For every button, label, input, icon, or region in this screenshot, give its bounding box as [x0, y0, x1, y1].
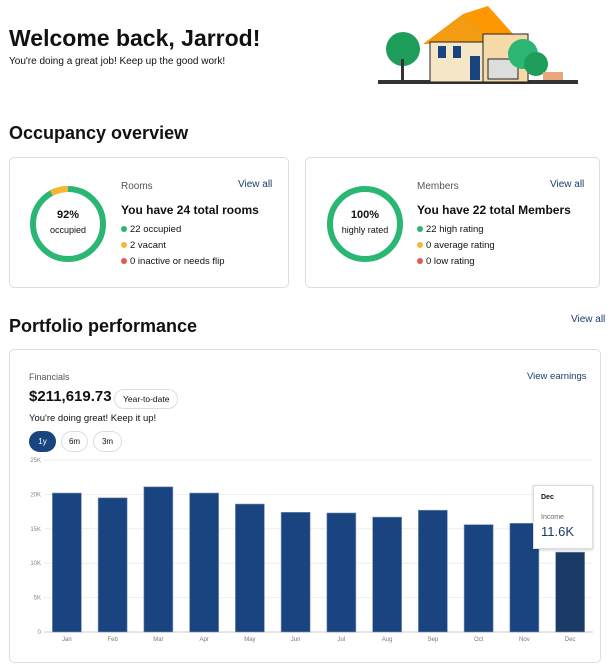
x-tick-label: Jan — [62, 637, 72, 643]
y-tick-label: 15K — [30, 527, 41, 533]
page-title: Welcome back, Jarrod! — [9, 25, 261, 51]
members-view-all[interactable]: View all — [550, 179, 585, 190]
legend-text: 2 vacant — [130, 239, 166, 251]
rooms-donut: 92% occupied — [28, 184, 108, 264]
y-tick-label: 5K — [34, 596, 41, 602]
bar-jun — [280, 511, 311, 633]
bar-feb — [97, 497, 128, 633]
members-percent-label: highly rated — [341, 225, 389, 235]
portfolio-title: Portfolio performance — [9, 316, 198, 336]
year-to-date-badge: Year-to-date — [114, 389, 179, 409]
x-tick-label: May — [244, 637, 255, 643]
tooltip-month: Dec — [541, 494, 554, 501]
legend-average: 0 average rating — [417, 237, 495, 253]
rooms-percent-label: occupied — [49, 225, 87, 235]
green-dot-icon — [121, 226, 127, 232]
x-tick-label: Apr — [199, 637, 208, 643]
x-tick-label: Aug — [382, 637, 393, 643]
y-tick-label: 0 — [38, 630, 42, 636]
x-tick-label: Sep — [428, 637, 439, 643]
members-headline: You have 22 total Members — [417, 203, 571, 217]
chart-tooltip: Dec Income 11.6K — [533, 485, 593, 549]
x-tick-label: Jul — [338, 637, 346, 643]
legend-text: 22 occupied — [130, 223, 182, 235]
rooms-label: Rooms — [121, 181, 153, 192]
legend-text: 0 inactive or needs flip — [130, 255, 225, 267]
portfolio-view-all[interactable]: View all — [571, 314, 606, 325]
financials-label: Financials — [29, 372, 70, 382]
page-subtitle: You're doing a great job! Keep up the go… — [9, 56, 226, 67]
range-3m-button[interactable]: 3m — [93, 431, 122, 452]
legend-high: 22 high rating — [417, 221, 495, 237]
members-percent: 100% — [350, 209, 380, 221]
bar-jul — [326, 512, 357, 633]
legend-text: 0 low rating — [426, 255, 475, 267]
rooms-card: 92% occupied Rooms View all You have 24 … — [9, 157, 289, 288]
income-bar-chart: 0 5K 10K 15K 20K 25K Jan Feb Mar Apr May Jun Jul Aug S… — [30, 458, 593, 643]
financials-amount: $211,619.73 — [29, 388, 112, 405]
x-tick-label: Jun — [291, 637, 301, 643]
occupancy-title: Occupancy overview — [9, 123, 189, 143]
legend-inactive: 0 inactive or needs flip — [121, 253, 225, 269]
bar-sep — [418, 509, 448, 633]
legend-vacant: 2 vacant — [121, 237, 225, 253]
x-tick-label: Nov — [519, 637, 530, 643]
x-tick-label: Dec — [565, 637, 576, 643]
house-illustration — [378, 6, 578, 84]
rooms-headline: You have 24 total rooms — [121, 203, 259, 217]
bar-jan — [52, 492, 82, 633]
legend-low: 0 low rating — [417, 253, 495, 269]
tooltip-label: Income — [541, 514, 564, 521]
members-card: 100% highly rated Members View all You h… — [305, 157, 600, 288]
red-dot-icon — [417, 258, 423, 264]
x-tick-label: Oct — [474, 637, 484, 643]
rooms-percent: 92% — [56, 209, 80, 221]
financials-message: You're doing great! Keep it up! — [29, 413, 157, 424]
x-tick-label: Feb — [107, 637, 118, 643]
bar-oct — [463, 524, 494, 633]
range-6m-button[interactable]: 6m — [61, 431, 88, 452]
members-donut: 100% highly rated — [325, 184, 405, 264]
y-tick-label: 25K — [30, 458, 41, 464]
rooms-view-all[interactable]: View all — [238, 179, 273, 190]
bar-dec — [555, 551, 585, 633]
legend-occupied: 22 occupied — [121, 221, 225, 237]
yellow-dot-icon — [121, 242, 127, 248]
bar-may — [235, 503, 265, 633]
yellow-dot-icon — [417, 242, 423, 248]
y-tick-label: 20K — [30, 492, 41, 498]
bar-aug — [372, 516, 402, 633]
green-dot-icon — [417, 226, 423, 232]
bar-nov — [509, 522, 540, 633]
tooltip-value: 11.6K — [541, 524, 575, 539]
range-1y-button[interactable]: 1y — [29, 431, 56, 452]
bar-mar — [143, 486, 174, 633]
y-tick-label: 10K — [30, 561, 41, 567]
legend-text: 0 average rating — [426, 239, 495, 251]
bar-apr — [189, 492, 219, 633]
x-tick-label: Mar — [153, 637, 163, 643]
view-earnings-link[interactable]: View earnings — [527, 371, 587, 382]
legend-text: 22 high rating — [426, 223, 484, 235]
red-dot-icon — [121, 258, 127, 264]
members-label: Members — [417, 181, 459, 192]
